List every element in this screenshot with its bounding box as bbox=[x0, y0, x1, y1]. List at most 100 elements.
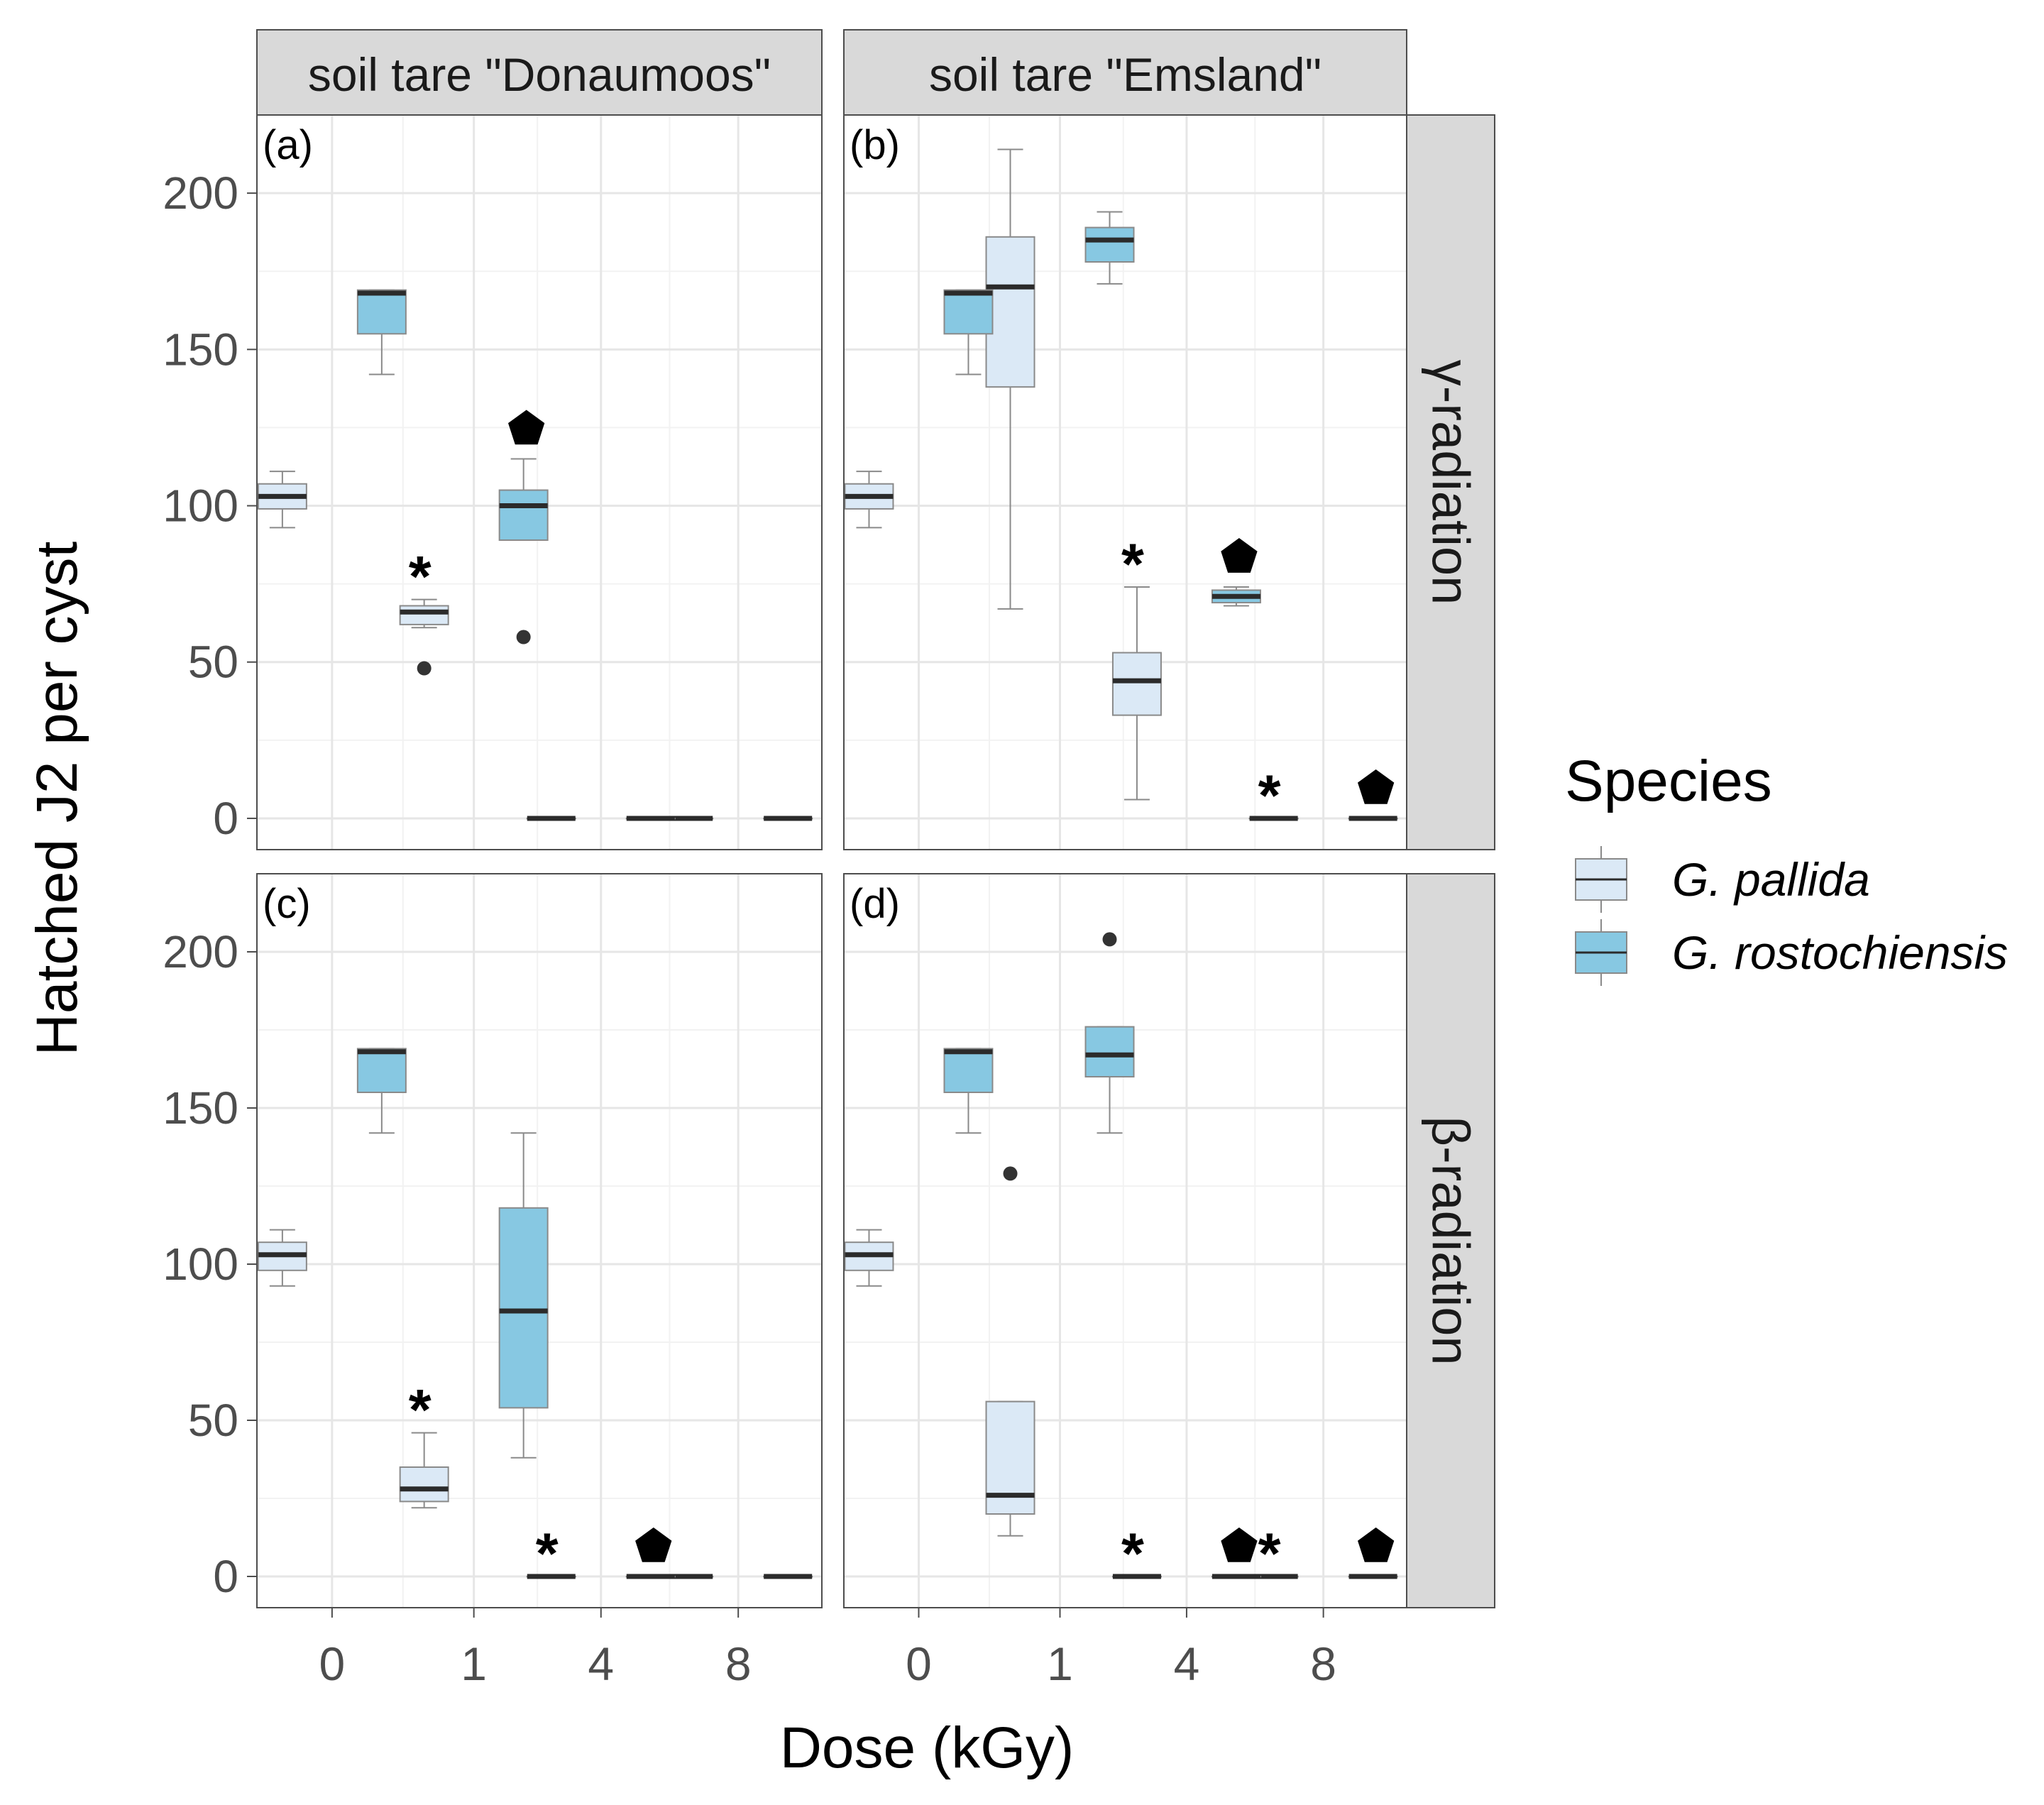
box-rostochiensis-dose-1 bbox=[498, 410, 549, 644]
y-tick-label: 100 bbox=[163, 1239, 238, 1290]
box-iqr bbox=[1084, 1026, 1135, 1077]
box-pallida-dose-1: * bbox=[399, 545, 449, 676]
strip-row-1: γ-radiation bbox=[1406, 114, 1495, 850]
box-iqr bbox=[399, 1466, 449, 1503]
box-pallida-dose-8: * bbox=[1248, 1522, 1299, 1586]
significance-asterisk: * bbox=[1258, 1522, 1281, 1586]
strip-row-2: β-radiation bbox=[1406, 873, 1495, 1608]
significance-asterisk: * bbox=[1121, 532, 1144, 597]
strip-background bbox=[1406, 114, 1495, 850]
panel-b: * * (b) bbox=[843, 114, 1407, 850]
box-iqr bbox=[498, 1207, 549, 1409]
legend-label: G. rostochiensis bbox=[1672, 926, 2008, 979]
box-rostochiensis-dose-0 bbox=[943, 1048, 994, 1134]
x-tick-label: 0 bbox=[319, 1637, 346, 1690]
y-tick-label: 50 bbox=[188, 637, 238, 688]
panels-layer: * (a) * * (b) * * (c) * * (d) bbox=[256, 114, 1407, 1608]
x-tick-label: 8 bbox=[1310, 1637, 1336, 1690]
panel-tag: (a) bbox=[263, 122, 313, 168]
panel-background bbox=[257, 115, 822, 850]
box-rostochiensis-dose-4 bbox=[625, 816, 676, 821]
box-iqr bbox=[943, 1048, 994, 1094]
outlier-point bbox=[417, 661, 432, 676]
box-rostochiensis-dose-4 bbox=[1211, 1527, 1261, 1579]
box-iqr bbox=[1111, 652, 1162, 716]
box-rostochiensis-dose-8 bbox=[1348, 1527, 1398, 1579]
box-pallida-dose-0 bbox=[257, 471, 307, 529]
box-iqr bbox=[1084, 226, 1135, 263]
significance-pentagon bbox=[635, 1527, 672, 1562]
box-rostochiensis-dose-1 bbox=[1084, 932, 1135, 1134]
box-iqr bbox=[985, 236, 1035, 388]
box-rostochiensis-dose-4 bbox=[1211, 538, 1261, 607]
axes-layer: 0 50 100 150 200 0 50 100 150 200 0 1 4 8 0 1 4 8 bbox=[163, 168, 1336, 1690]
legend-title: Species bbox=[1565, 749, 1772, 813]
strip-label: soil tare "Donaumoos" bbox=[308, 48, 771, 101]
outlier-point bbox=[1003, 1166, 1018, 1181]
panel-border bbox=[256, 873, 823, 1608]
box-rostochiensis-dose-0 bbox=[356, 1048, 407, 1134]
significance-pentagon bbox=[1221, 538, 1258, 573]
strip-label: soil tare "Emsland" bbox=[929, 48, 1322, 101]
box-rostochiensis-dose-4 bbox=[625, 1527, 676, 1579]
strip-background bbox=[843, 29, 1407, 116]
significance-asterisk: * bbox=[1121, 1522, 1144, 1586]
box-pallida-dose-0 bbox=[844, 1229, 894, 1287]
significance-asterisk: * bbox=[1258, 764, 1281, 828]
outlier-point bbox=[516, 630, 531, 644]
y-axis-title: Hatched J2 per cyst bbox=[25, 541, 89, 1055]
y-tick-label: 0 bbox=[213, 793, 238, 844]
x-axis-title: Dose (kGy) bbox=[780, 1716, 1075, 1780]
significance-pentagon bbox=[508, 410, 545, 445]
strips-layer: soil tare "Donaumoos" soil tare "Emsland"… bbox=[256, 29, 1495, 1608]
box-rostochiensis-dose-0 bbox=[356, 289, 407, 375]
box-pallida-dose-0 bbox=[844, 471, 894, 529]
panel-c: * * (c) bbox=[256, 873, 823, 1608]
x-tick-label: 0 bbox=[906, 1637, 932, 1690]
significance-pentagon bbox=[1358, 769, 1395, 804]
panel-d: * * (d) bbox=[843, 873, 1407, 1608]
strip-label: β-radiation bbox=[1422, 1116, 1480, 1365]
strip-column-1: soil tare "Donaumoos" bbox=[256, 29, 823, 116]
x-tick-label: 4 bbox=[1174, 1637, 1200, 1690]
box-pallida-dose-4 bbox=[526, 816, 576, 821]
box-iqr bbox=[498, 489, 549, 541]
y-tick-label: 100 bbox=[163, 481, 238, 532]
box-iqr bbox=[943, 289, 994, 335]
x-tick-label: 4 bbox=[588, 1637, 614, 1690]
y-tick-label: 150 bbox=[163, 324, 238, 375]
panel-a: * (a) bbox=[256, 114, 823, 850]
y-tick-label: 0 bbox=[213, 1551, 238, 1602]
box-pallida-dose-4: * bbox=[1111, 532, 1162, 801]
significance-asterisk: * bbox=[409, 1378, 432, 1443]
panel-tag: (d) bbox=[850, 881, 900, 927]
significance-pentagon bbox=[1358, 1527, 1395, 1562]
box-pallida-dose-8: * bbox=[1248, 764, 1299, 828]
x-tick-label: 8 bbox=[725, 1637, 752, 1690]
y-tick-label: 200 bbox=[163, 926, 238, 977]
panel-tag: (c) bbox=[263, 881, 311, 927]
y-tick-label: 50 bbox=[188, 1395, 238, 1446]
panel-tag: (b) bbox=[850, 122, 900, 168]
strip-background bbox=[256, 29, 823, 116]
panel-background bbox=[844, 115, 1407, 850]
significance-pentagon bbox=[1221, 1527, 1258, 1562]
box-iqr bbox=[356, 289, 407, 335]
legend: Species G. pallida G. rostochiensis bbox=[1565, 749, 2008, 986]
panel-background bbox=[844, 874, 1407, 1608]
strip-background bbox=[1406, 873, 1495, 1608]
strip-label: γ-radiation bbox=[1422, 360, 1480, 605]
y-tick-label: 150 bbox=[163, 1082, 238, 1134]
legend-key-1: G. pallida bbox=[1575, 846, 1870, 913]
box-pallida-dose-1 bbox=[985, 1166, 1035, 1537]
box-pallida-dose-4: * bbox=[1111, 1522, 1162, 1586]
legend-key-2: G. rostochiensis bbox=[1575, 919, 2008, 986]
box-rostochiensis-dose-1 bbox=[498, 1132, 549, 1459]
box-rostochiensis-dose-8 bbox=[1348, 769, 1398, 821]
box-pallida-dose-4: * bbox=[526, 1522, 576, 1586]
box-rostochiensis-dose-8 bbox=[763, 816, 813, 821]
box-pallida-dose-1 bbox=[985, 148, 1035, 610]
box-rostochiensis-dose-8 bbox=[763, 1574, 813, 1579]
significance-asterisk: * bbox=[536, 1522, 559, 1586]
